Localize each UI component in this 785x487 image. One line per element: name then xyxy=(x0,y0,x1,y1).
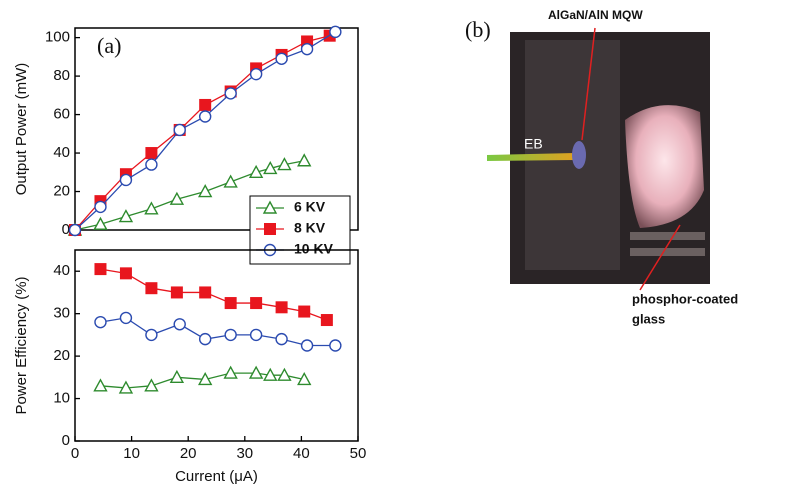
legend-label: 10 KV xyxy=(294,241,334,257)
x-axis-label: Current (μA) xyxy=(175,468,258,485)
x-tick-label: 0 xyxy=(71,445,79,462)
x-tick-label: 30 xyxy=(236,445,253,462)
screw xyxy=(630,232,705,240)
legend-label: 6 KV xyxy=(294,199,326,215)
target-label: glass xyxy=(632,311,665,326)
marker xyxy=(120,312,131,323)
marker xyxy=(330,26,341,37)
marker xyxy=(200,334,211,345)
marker xyxy=(298,306,310,318)
electron-beam xyxy=(487,153,575,161)
beam-label: EB xyxy=(524,136,543,152)
marker xyxy=(330,340,341,351)
x-tick-label: 40 xyxy=(293,445,310,462)
marker xyxy=(302,340,313,351)
y-tick-label: 20 xyxy=(53,182,70,199)
marker xyxy=(145,147,157,159)
y-tick-label: 0 xyxy=(62,432,70,449)
marker xyxy=(225,329,236,340)
marker xyxy=(200,111,211,122)
marker xyxy=(70,225,81,236)
target-label: phosphor-coated xyxy=(632,291,738,306)
y-axis-label: Power Efficiency (%) xyxy=(13,276,30,414)
legend-marker xyxy=(264,223,276,235)
y-tick-label: 80 xyxy=(53,67,70,84)
marker xyxy=(199,99,211,111)
y-tick-label: 30 xyxy=(53,305,70,322)
marker xyxy=(120,267,132,279)
structure-label: AlGaN/AlN MQW xyxy=(548,8,643,22)
marker xyxy=(276,334,287,345)
marker xyxy=(225,88,236,99)
marker xyxy=(94,218,106,229)
y-axis-label: Output Power (mW) xyxy=(13,63,30,196)
x-tick-label: 50 xyxy=(350,445,367,462)
marker xyxy=(94,380,106,391)
x-tick-label: 20 xyxy=(180,445,197,462)
panel-label: (b) xyxy=(465,17,491,42)
marker xyxy=(95,201,106,212)
marker xyxy=(145,203,157,214)
marker xyxy=(276,301,288,313)
marker xyxy=(94,263,106,275)
x-tick-label: 10 xyxy=(123,445,140,462)
marker xyxy=(174,124,185,135)
photo-panel: (b) AlGaN/AlN MQW EB phosphor-coated gla… xyxy=(465,8,738,326)
y-tick-label: 20 xyxy=(53,347,70,364)
screw xyxy=(630,248,705,256)
figure: (b) AlGaN/AlN MQW EB phosphor-coated gla… xyxy=(0,0,785,487)
marker xyxy=(199,186,211,197)
marker xyxy=(146,159,157,170)
marker xyxy=(251,69,262,80)
marker xyxy=(120,211,132,222)
y-tick-label: 40 xyxy=(53,144,70,161)
marker xyxy=(302,44,313,55)
sample xyxy=(572,141,586,169)
marker xyxy=(199,286,211,298)
marker xyxy=(174,319,185,330)
marker xyxy=(276,53,287,64)
y-tick-label: 60 xyxy=(53,106,70,123)
y-tick-label: 100 xyxy=(45,29,70,46)
marker xyxy=(120,174,131,185)
y-tick-label: 40 xyxy=(53,262,70,279)
marker xyxy=(145,380,157,391)
marker xyxy=(171,286,183,298)
marker xyxy=(321,314,333,326)
series-line xyxy=(100,318,335,346)
y-tick-label: 10 xyxy=(53,390,70,407)
marker xyxy=(250,297,262,309)
marker xyxy=(225,176,237,187)
marker xyxy=(145,282,157,294)
marker xyxy=(146,329,157,340)
series-line xyxy=(100,269,326,320)
panel-label: (a) xyxy=(97,33,121,58)
marker xyxy=(95,317,106,328)
marker xyxy=(171,371,183,382)
marker xyxy=(225,297,237,309)
legend-label: 8 KV xyxy=(294,220,326,236)
marker xyxy=(251,329,262,340)
marker xyxy=(298,155,310,166)
